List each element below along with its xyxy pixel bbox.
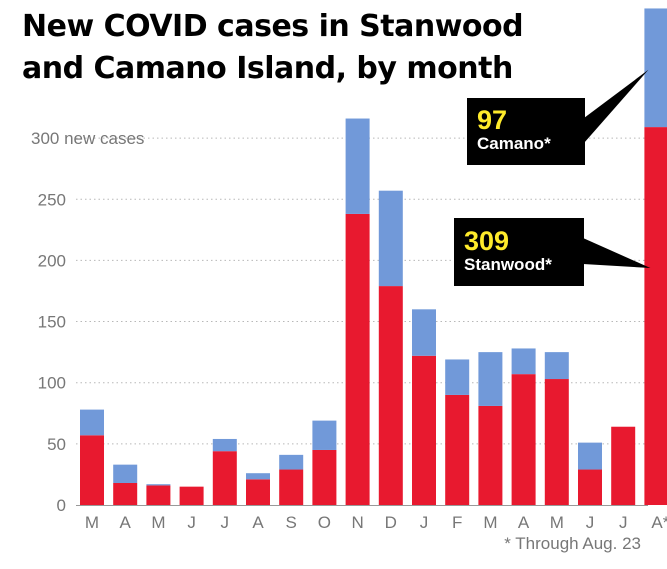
x-tick-label: A (518, 513, 530, 532)
footnote: * Through Aug. 23 (504, 534, 641, 553)
bar-stanwood (611, 426, 636, 505)
x-tick-label: M (85, 513, 99, 532)
bar-stanwood (312, 449, 337, 505)
bar-stanwood (644, 127, 667, 505)
stanwood-callout: 309 Stanwood* (454, 218, 584, 286)
bar-stanwood (478, 405, 503, 505)
x-tick-label: A* (651, 513, 667, 532)
bar-camano (412, 309, 436, 356)
x-tick-label: D (385, 513, 397, 532)
x-tick-label: J (619, 513, 628, 532)
bar-camano (279, 454, 304, 470)
bar-camano (644, 8, 667, 128)
x-tick-label: N (351, 513, 363, 532)
bar-stanwood (511, 374, 536, 505)
bar-camano (345, 118, 370, 214)
y-tick-label: 50 (47, 435, 66, 454)
y-tick-label: 250 (38, 190, 66, 209)
bar-stanwood (279, 469, 304, 505)
bar-camano (113, 464, 138, 483)
chart-title: New COVID cases in Stanwood and Camano I… (22, 6, 524, 90)
bar-camano (478, 352, 503, 406)
bar-stanwood (113, 482, 138, 505)
x-tick-label: M (550, 513, 564, 532)
x-tick-label: J (586, 513, 595, 532)
y-tick-label: 300 new cases (31, 129, 144, 148)
x-tick-label: J (187, 513, 196, 532)
chart-title-line-1: New COVID cases in Stanwood (22, 9, 524, 44)
bar-stanwood (345, 213, 370, 505)
bars (80, 8, 667, 505)
x-tick-label: S (286, 513, 297, 532)
x-tick-label: M (151, 513, 165, 532)
x-tick-label: A (252, 513, 264, 532)
bar-camano (578, 442, 602, 470)
bar-camano (80, 409, 104, 436)
y-tick-label: 200 (38, 251, 66, 270)
bar-stanwood (212, 451, 237, 505)
x-tick-label: O (318, 513, 331, 532)
stanwood-callout-label: Stanwood* (464, 255, 552, 274)
camano-callout-label: Camano* (477, 134, 551, 153)
camano-callout-pointer (584, 69, 649, 143)
bar-stanwood (578, 469, 602, 505)
bar-camano (378, 190, 403, 287)
bar-stanwood (378, 286, 403, 505)
x-tick-label: A (120, 513, 132, 532)
bar-stanwood (445, 394, 470, 505)
bar-camano (246, 473, 270, 480)
stanwood-callout-pointer (583, 238, 651, 268)
chart-title-line-2: and Camano Island, by month (22, 51, 513, 86)
x-tick-label: J (221, 513, 230, 532)
x-tick-label: F (452, 513, 462, 532)
bar-stanwood (179, 486, 204, 505)
bar-stanwood (80, 435, 104, 505)
y-tick-label: 150 (38, 313, 66, 332)
bar-camano (312, 420, 337, 450)
bar-camano (146, 484, 171, 486)
bar-stanwood (412, 355, 436, 505)
stanwood-callout-number: 309 (464, 226, 510, 256)
x-tick-label: J (420, 513, 429, 532)
y-axis: 0 50 100 150 200 250 300 new cases (31, 129, 144, 515)
camano-callout: 97 Camano* (467, 98, 585, 165)
bar-stanwood (146, 485, 171, 505)
x-tick-label: M (483, 513, 497, 532)
bar-stanwood (544, 379, 569, 505)
y-tick-label: 0 (57, 496, 66, 515)
bar-camano (511, 348, 536, 375)
bar-camano (212, 438, 237, 452)
camano-callout-number: 97 (477, 105, 508, 135)
bar-stanwood (246, 479, 270, 505)
bar-camano (445, 359, 470, 395)
gridlines (76, 137, 648, 445)
bar-camano (544, 352, 569, 380)
y-tick-label: 100 (38, 374, 66, 393)
